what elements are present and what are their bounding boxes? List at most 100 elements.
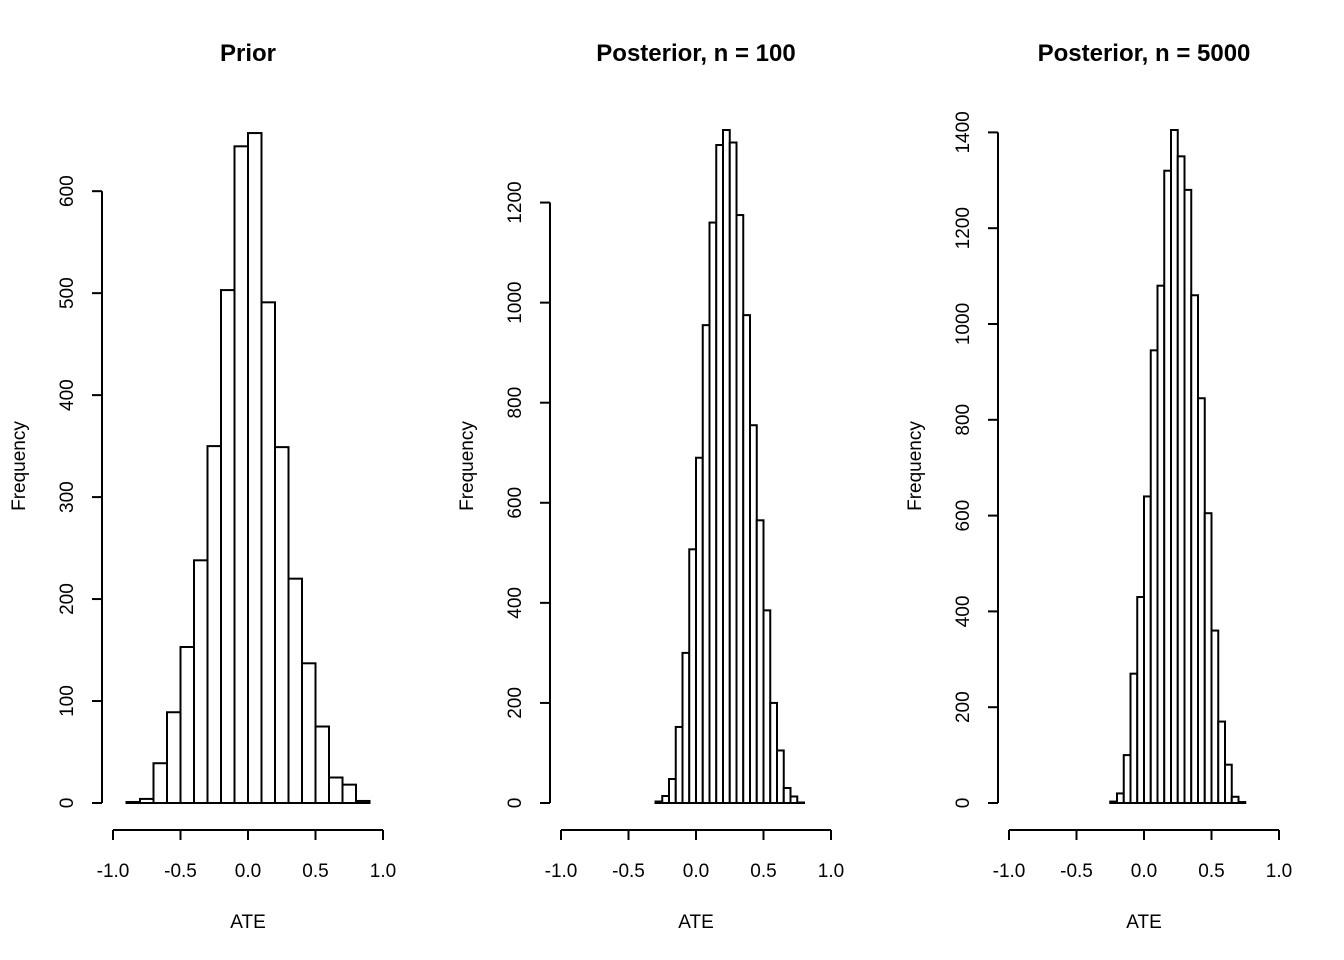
histogram-bar [1210, 629, 1220, 804]
y-tick-label: 0 [505, 798, 526, 809]
x-tick-label: 0.0 [683, 861, 709, 882]
x-tick-label: 0.5 [750, 861, 776, 882]
x-tick-label: -0.5 [1060, 861, 1093, 882]
histogram-bar [247, 132, 263, 805]
histogram-bar [661, 794, 670, 805]
histogram-bar [1136, 596, 1145, 804]
histogram-bar [674, 725, 684, 804]
y-tick-label: 1200 [953, 207, 974, 249]
histogram-bar [1116, 792, 1125, 804]
histogram-bar [1230, 795, 1240, 804]
histogram-bar [1109, 800, 1118, 804]
x-axis-label: ATE [1126, 912, 1162, 933]
y-tick-label: 400 [505, 587, 526, 619]
histogram-bar [274, 446, 290, 804]
histogram-panel-3: Posterior, n = 5000 -1.0 -0.5 0.0 0.5 1.0 ATE 0… [905, 40, 1292, 933]
x-axis-label: ATE [678, 912, 714, 933]
x-tick-label: 0.5 [302, 861, 328, 882]
histogram-bar [796, 801, 805, 805]
histogram-bar [701, 324, 711, 804]
y-tick-label: 1000 [505, 281, 526, 323]
chart-title: Prior [220, 40, 276, 67]
y-tick-label: 600 [505, 487, 526, 519]
histogram-bar [152, 762, 168, 804]
histogram-bar [688, 548, 697, 804]
histogram-bar [1143, 495, 1152, 804]
chart-title: Posterior, n = 100 [596, 40, 795, 67]
histogram-panel-2: Posterior, n = 100 -1.0 -0.5 0.0 0.5 1.0 ATE 0 2… [457, 40, 844, 933]
histogram-bar [260, 301, 276, 804]
y-tick-label: 1200 [505, 181, 526, 223]
y-tick-label: 300 [57, 481, 78, 513]
y-tick-label: 200 [953, 691, 974, 723]
histogram-bar [1203, 512, 1213, 804]
histogram-bar [1122, 754, 1132, 805]
x-tick-label: 0.0 [1131, 861, 1157, 882]
x-tick-label: -0.5 [612, 861, 645, 882]
histogram-bar [1183, 188, 1193, 805]
histogram-bar [654, 800, 664, 805]
histogram-bar [728, 141, 738, 805]
y-axis-label: Frequency [457, 421, 478, 511]
histogram-bar [179, 645, 195, 805]
y-tick-label: 400 [953, 596, 974, 628]
histogram-bar [1156, 284, 1166, 804]
histogram-bar [755, 519, 765, 804]
histogram-panel-1: Prior -1.0 -0.5 0.0 0.5 1.0 ATE 0 100 200 300 400 50… [9, 40, 396, 933]
x-tick-label: 1.0 [818, 861, 844, 882]
y-axis-label: Frequency [905, 421, 926, 511]
histogram-bar [708, 221, 718, 804]
y-tick-label: 500 [57, 277, 78, 309]
histogram-bar [722, 129, 731, 804]
chart-title: Posterior, n = 5000 [1038, 40, 1251, 67]
histogram-bar [166, 711, 182, 804]
histogram-bar [742, 314, 751, 804]
histogram-bar [1237, 801, 1247, 804]
x-axis-label: ATE [230, 912, 266, 933]
y-tick-label: 800 [505, 387, 526, 419]
histogram-bar [314, 725, 330, 804]
y-tick-label: 1400 [953, 111, 974, 153]
histogram-bar [1163, 169, 1172, 804]
y-tick-label: 200 [505, 687, 526, 719]
y-tick-label: 1000 [953, 303, 974, 345]
histogram-bar [695, 456, 704, 804]
histogram-bar [1217, 720, 1226, 804]
x-tick-label: 1.0 [1266, 861, 1292, 882]
histogram-bar [1197, 397, 1206, 804]
histogram-bar [1224, 763, 1233, 804]
histogram-bar [1190, 294, 1199, 804]
histogram-bar [1129, 672, 1139, 805]
x-tick-label: 0.0 [235, 861, 261, 882]
histogram-bar [668, 777, 677, 805]
histogram-bar [769, 701, 778, 805]
histogram-bar [125, 800, 141, 804]
histogram-bar [220, 289, 236, 805]
x-tick-label: 1.0 [370, 861, 396, 882]
histogram-bar [776, 749, 785, 804]
histogram-bar [301, 662, 317, 804]
y-axis-label: Frequency [9, 421, 30, 511]
x-tick-label: 0.5 [1198, 861, 1224, 882]
x-tick-label: -1.0 [993, 861, 1026, 882]
histogram-bar [782, 786, 792, 804]
histogram-bar [1149, 349, 1159, 804]
y-tick-label: 800 [953, 404, 974, 436]
histogram-bar [749, 424, 758, 804]
histogram-bar [681, 651, 691, 805]
y-tick-label: 100 [57, 685, 78, 717]
x-tick-label: -1.0 [97, 861, 130, 882]
y-tick-label: 600 [953, 500, 974, 532]
histogram-bar [193, 559, 209, 805]
histogram-bar [328, 776, 344, 804]
histogram-bar [735, 214, 745, 805]
y-tick-label: 0 [953, 798, 974, 809]
histogram-bar [762, 609, 772, 804]
histogram-bar [789, 795, 799, 805]
y-tick-label: 600 [57, 175, 78, 207]
y-tick-label: 0 [57, 798, 78, 809]
histogram-bar [355, 799, 371, 805]
histogram-bar [139, 797, 155, 804]
x-tick-label: -1.0 [545, 861, 578, 882]
